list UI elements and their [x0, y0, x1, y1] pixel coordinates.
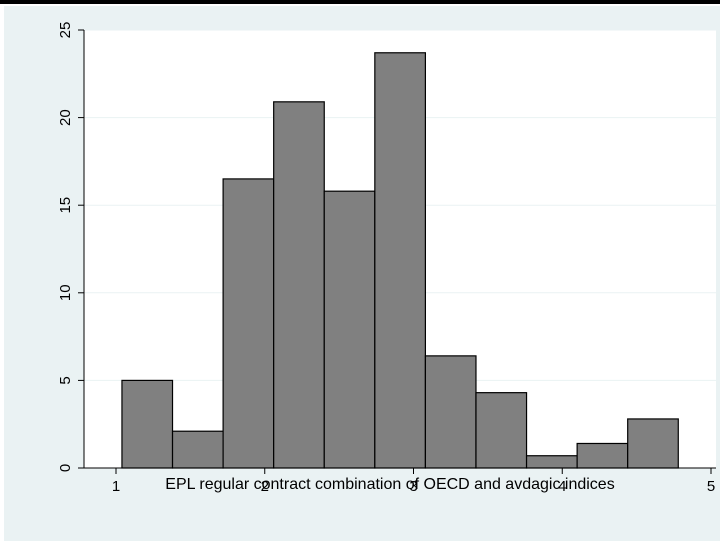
- histogram-bar: [222, 178, 275, 469]
- histogram-bar: [576, 442, 629, 469]
- axes: [83, 30, 716, 469]
- histogram-bar: [323, 190, 376, 469]
- y-axis-ticks: 0 5 10 15 20 25: [57, 22, 84, 472]
- histogram-bar: [171, 430, 224, 469]
- histogram-bar: [374, 52, 427, 469]
- y-tick-label: 5: [57, 376, 74, 384]
- y-tick-label: 15: [57, 197, 74, 214]
- y-tick-label: 25: [57, 22, 74, 39]
- x-tick-label: 3: [409, 478, 417, 495]
- x-tick-label: 1: [112, 478, 120, 495]
- histogram-bar: [121, 379, 174, 469]
- bars: [121, 52, 679, 469]
- histogram-bar: [424, 355, 477, 469]
- y-tick-label: 20: [57, 109, 74, 126]
- y-tick-label: 0: [57, 464, 74, 472]
- x-axis-title: EPL regular contract combination of OECD…: [165, 476, 614, 493]
- histogram-bar: [475, 392, 528, 469]
- y-tick-label: 10: [57, 284, 74, 301]
- x-tick-label: 5: [707, 478, 715, 495]
- histogram-bar: [627, 418, 679, 469]
- top-border: [0, 0, 720, 4]
- x-tick-label: 2: [261, 478, 269, 495]
- x-axis-ticks: 1 2 3 4 5: [112, 468, 715, 495]
- histogram-bar: [273, 101, 325, 469]
- histogram-bar: [525, 455, 578, 469]
- x-tick-label: 4: [558, 478, 566, 495]
